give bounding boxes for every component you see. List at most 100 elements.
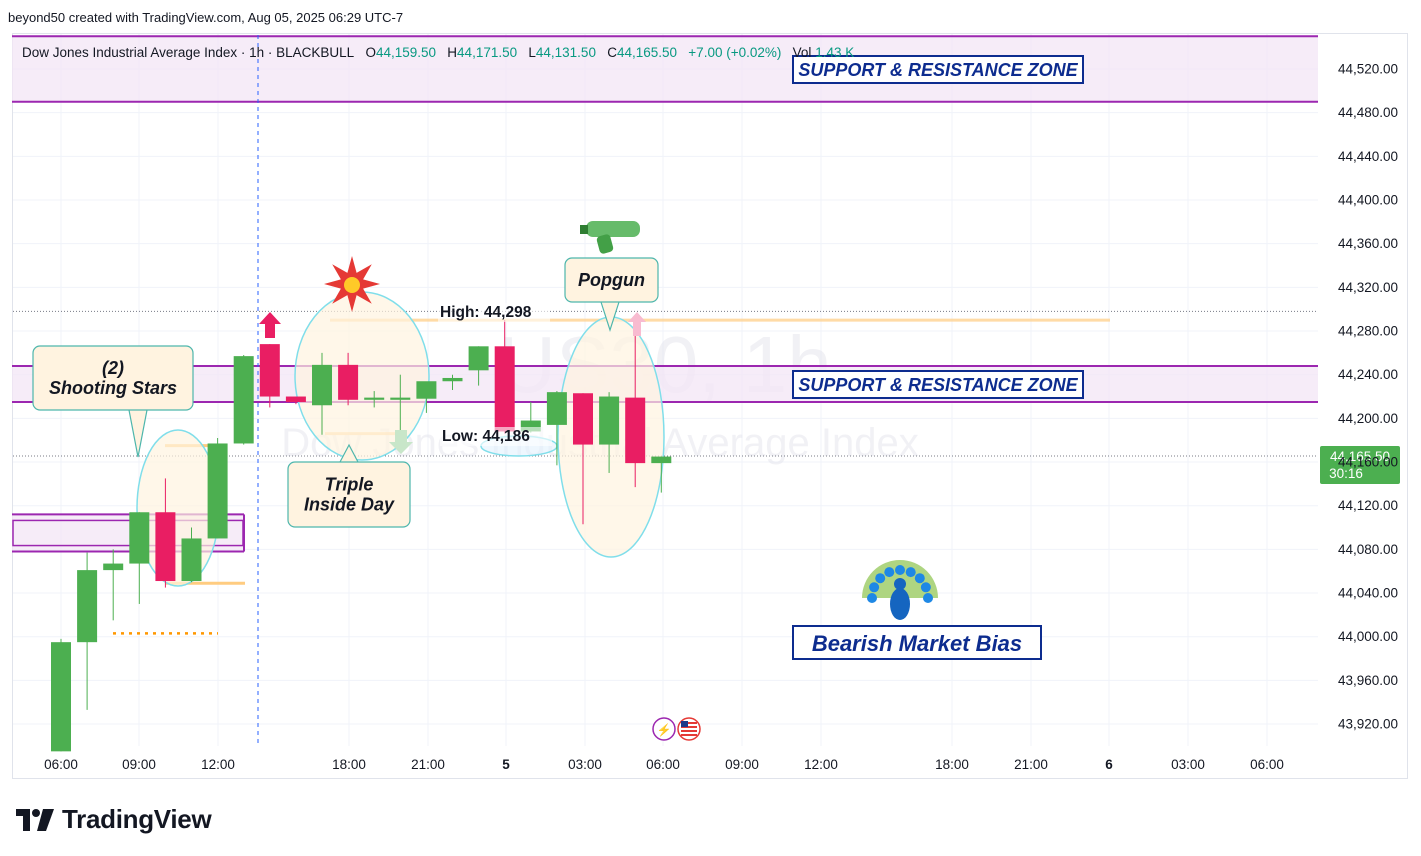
- candle-body[interactable]: [285, 396, 306, 402]
- shooting-stars-callout-box: [32, 345, 194, 411]
- price-tick-label: 44,400.00: [1338, 193, 1398, 208]
- down-arrow-faded-icon: [389, 430, 413, 454]
- price-tick-label: 44,320.00: [1338, 280, 1398, 295]
- triple-inside-day-callout-text: Inside Day: [304, 495, 395, 515]
- price-tick-label: 44,440.00: [1338, 149, 1398, 164]
- candle-body[interactable]: [468, 346, 489, 371]
- candle-body[interactable]: [520, 420, 541, 432]
- candle-body[interactable]: [129, 512, 150, 564]
- shooting-stars-callout[interactable]: (2)Shooting Stars: [32, 345, 194, 458]
- lightning-glyph-icon: ⚡: [657, 723, 672, 737]
- open-label: O: [365, 45, 376, 60]
- candle-body[interactable]: [625, 397, 646, 464]
- sr-zone-label: SUPPORT & RESISTANCE ZONE: [798, 375, 1078, 395]
- up-arrow-faded-icon: [628, 312, 646, 336]
- price-line-label: Low: 44,186: [442, 428, 530, 445]
- candle-body[interactable]: [494, 346, 515, 432]
- peacock-eye-icon: [914, 573, 925, 584]
- candle-body[interactable]: [651, 456, 672, 464]
- sr-zone-label-box: [792, 55, 1084, 84]
- current-price-tag: [1320, 446, 1400, 485]
- popgun-muzzle-icon: [580, 225, 588, 234]
- price-tick-label: 44,280.00: [1338, 324, 1398, 339]
- peacock-head-icon: [894, 578, 906, 590]
- time-tick-label: 21:00: [1014, 757, 1048, 772]
- candle-body[interactable]: [259, 344, 280, 397]
- triple-inside-day-callout-tail: [339, 443, 359, 463]
- time-tick-label: 09:00: [725, 757, 759, 772]
- up-arrow-icon: [259, 312, 281, 338]
- high-label: H: [447, 45, 458, 60]
- price-tick-label: 44,520.00: [1338, 62, 1398, 77]
- price-tick-label: 44,160.00: [1338, 455, 1398, 470]
- flag-stripe-icon: [681, 734, 697, 736]
- time-tick-label: 18:00: [935, 757, 969, 772]
- time-tick-label: 12:00: [804, 757, 838, 772]
- open-value: 44,159.50: [375, 45, 437, 60]
- close-label: C: [607, 45, 617, 60]
- time-tick-label: 18:00: [332, 757, 366, 772]
- popgun-callout[interactable]: Popgun: [564, 257, 659, 332]
- shooting-stars-callout-text: Shooting Stars: [49, 378, 177, 398]
- attribution-text: beyond50 created with TradingView.com, A…: [8, 10, 404, 25]
- candle-body[interactable]: [103, 563, 124, 571]
- bias-label-text: Bearish Market Bias: [812, 631, 1022, 656]
- price-line-label-bg: [438, 303, 550, 322]
- candle-body[interactable]: [390, 397, 411, 400]
- candle-body[interactable]: [573, 393, 593, 445]
- bias-label-box: [792, 625, 1042, 660]
- peacock-eye-icon: [923, 593, 933, 603]
- candle-body[interactable]: [546, 392, 567, 425]
- close-value: 44,165.50: [616, 45, 678, 60]
- candle-body[interactable]: [338, 364, 359, 400]
- candle-body[interactable]: [312, 364, 332, 406]
- candle-body[interactable]: [207, 443, 228, 539]
- price-tick-label: 44,000.00: [1338, 629, 1398, 644]
- sr-zone-label-box: [792, 370, 1084, 399]
- sr-zone-inner: [12, 519, 244, 547]
- candles: [51, 320, 672, 752]
- tradingview-logo-icon: [16, 808, 54, 831]
- tradingview-logo[interactable]: TradingView: [16, 804, 212, 835]
- candle-body[interactable]: [77, 570, 98, 643]
- popgun-callout-box: [564, 257, 659, 303]
- chart-frame: [12, 33, 1408, 779]
- peacock-eye-icon: [905, 567, 916, 578]
- popgun-grip-icon: [596, 234, 614, 254]
- tradingview-wordmark: TradingView: [62, 804, 212, 834]
- candle-body[interactable]: [416, 381, 437, 399]
- shooting-stars-callout-text: (2): [102, 358, 124, 378]
- sr-zone-fill: [12, 365, 1318, 402]
- explosion-core-icon: [344, 277, 360, 293]
- lightning-event-icon[interactable]: [652, 717, 676, 741]
- peacock-eye-icon: [884, 567, 895, 578]
- price-tick-label: 44,080.00: [1338, 542, 1398, 557]
- candle-body[interactable]: [181, 538, 202, 582]
- sr-zone-label: SUPPORT & RESISTANCE ZONE: [798, 60, 1078, 80]
- candle-body[interactable]: [233, 356, 254, 444]
- price-tick-label: 44,360.00: [1338, 236, 1398, 251]
- candle-body[interactable]: [364, 397, 385, 400]
- candle-body[interactable]: [155, 512, 176, 582]
- price-tick-label: 44,480.00: [1338, 105, 1398, 120]
- time-tick-label: 03:00: [1171, 757, 1205, 772]
- time-axis: 06:00 09:00 12:00 18:00 21:00 5 03:00 06:00 09:0…: [44, 757, 1284, 772]
- candle-body[interactable]: [442, 377, 463, 382]
- price-line-label-bg: [440, 427, 552, 446]
- price-tick-label: 44,240.00: [1338, 367, 1398, 382]
- ohlc-legend: Dow Jones Industrial Average Index · 1h …: [22, 45, 854, 60]
- peacock-eye-icon: [867, 593, 877, 603]
- popgun-callout-tail: [600, 301, 620, 332]
- flag-stripe-icon: [681, 726, 697, 728]
- triple-inside-day-callout-box: [287, 461, 411, 528]
- candle-body[interactable]: [599, 396, 620, 445]
- time-tick-label: 09:00: [122, 757, 156, 772]
- change-value: +7.00 (+0.02%): [688, 45, 782, 60]
- time-tick-label: 21:00: [411, 757, 445, 772]
- symbol-info[interactable]: Dow Jones Industrial Average Index · 1h …: [22, 45, 355, 60]
- candle-body[interactable]: [51, 642, 71, 752]
- sr-zone-fill: [12, 36, 1318, 102]
- time-tick-label: 5: [502, 757, 510, 772]
